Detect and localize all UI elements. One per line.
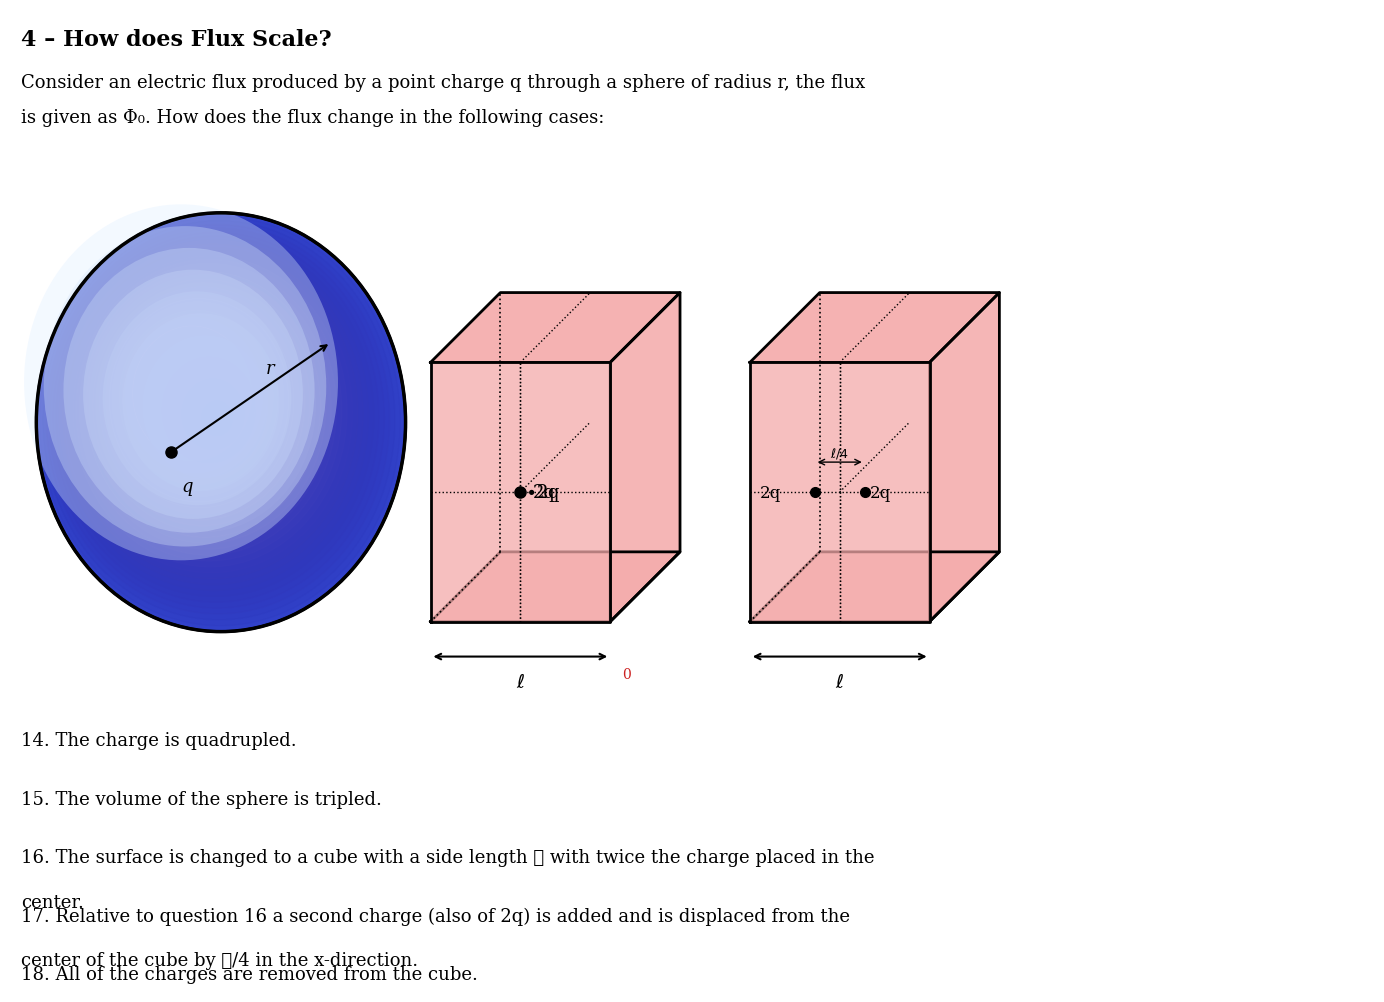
Ellipse shape	[109, 299, 289, 503]
Ellipse shape	[201, 401, 233, 437]
Ellipse shape	[126, 319, 263, 473]
Text: 2q: 2q	[533, 484, 555, 502]
Ellipse shape	[100, 288, 304, 520]
Ellipse shape	[24, 205, 338, 561]
Ellipse shape	[46, 225, 390, 614]
Ellipse shape	[60, 240, 368, 591]
Ellipse shape	[129, 323, 257, 467]
Ellipse shape	[36, 213, 406, 632]
Text: center of the cube by ℓ/4 in the x-direction.: center of the cube by ℓ/4 in the x-direc…	[21, 951, 418, 969]
Text: q: q	[181, 478, 192, 496]
Polygon shape	[750, 294, 999, 363]
Ellipse shape	[112, 303, 284, 497]
Polygon shape	[610, 294, 680, 622]
Polygon shape	[430, 552, 680, 622]
Ellipse shape	[79, 265, 336, 555]
Ellipse shape	[162, 358, 256, 464]
Ellipse shape	[122, 315, 267, 479]
Ellipse shape	[119, 311, 273, 485]
Ellipse shape	[102, 293, 291, 506]
Ellipse shape	[83, 271, 303, 519]
Text: 15. The volume of the sphere is tripled.: 15. The volume of the sphere is tripled.	[21, 790, 382, 808]
Ellipse shape	[57, 236, 374, 597]
Text: Consider an electric flux produced by a point charge q through a sphere of radiu: Consider an electric flux produced by a …	[21, 74, 865, 92]
Ellipse shape	[116, 307, 278, 491]
Text: is given as Φ₀. How does the flux change in the following cases:: is given as Φ₀. How does the flux change…	[21, 109, 605, 127]
Ellipse shape	[123, 314, 280, 492]
Ellipse shape	[73, 257, 347, 567]
Ellipse shape	[133, 327, 252, 462]
Ellipse shape	[76, 261, 342, 561]
Polygon shape	[430, 294, 680, 363]
Text: $\ell$: $\ell$	[835, 672, 844, 690]
Text: 2q: 2q	[760, 484, 781, 501]
Polygon shape	[750, 552, 999, 622]
Ellipse shape	[64, 248, 314, 533]
Ellipse shape	[181, 380, 245, 450]
Ellipse shape	[93, 280, 316, 532]
Text: 16. The surface is changed to a cube with a side length ℓ with twice the charge : 16. The surface is changed to a cube wit…	[21, 848, 875, 866]
Text: center.: center.	[21, 893, 84, 911]
Polygon shape	[930, 294, 999, 622]
Text: 17. Relative to question 16 a second charge (also of 2q) is added and is displac: 17. Relative to question 16 a second cha…	[21, 907, 850, 925]
Ellipse shape	[53, 233, 379, 602]
Ellipse shape	[83, 268, 331, 550]
Ellipse shape	[62, 244, 363, 585]
Text: 2q: 2q	[869, 484, 891, 501]
Text: $\bullet$2q: $\bullet$2q	[526, 482, 561, 504]
Ellipse shape	[86, 272, 327, 544]
Ellipse shape	[44, 226, 327, 547]
Ellipse shape	[102, 292, 299, 514]
Text: r: r	[266, 360, 274, 378]
Ellipse shape	[36, 213, 406, 632]
Text: 4 – How does Flux Scale?: 4 – How does Flux Scale?	[21, 29, 332, 51]
Text: 18. All of the charges are removed from the cube.: 18. All of the charges are removed from …	[21, 965, 479, 983]
Text: $\ell/4$: $\ell/4$	[830, 446, 850, 461]
Text: $\ell$: $\ell$	[516, 672, 525, 690]
Ellipse shape	[105, 296, 295, 509]
Ellipse shape	[95, 284, 310, 526]
Ellipse shape	[50, 229, 385, 608]
Ellipse shape	[143, 336, 267, 478]
Polygon shape	[750, 363, 930, 622]
Ellipse shape	[90, 276, 321, 538]
Ellipse shape	[66, 248, 358, 579]
Ellipse shape	[69, 253, 353, 573]
Text: 14. The charge is quadrupled.: 14. The charge is quadrupled.	[21, 731, 298, 749]
Ellipse shape	[43, 221, 394, 620]
Ellipse shape	[40, 217, 400, 626]
Polygon shape	[430, 363, 610, 622]
Text: 0: 0	[623, 667, 631, 681]
